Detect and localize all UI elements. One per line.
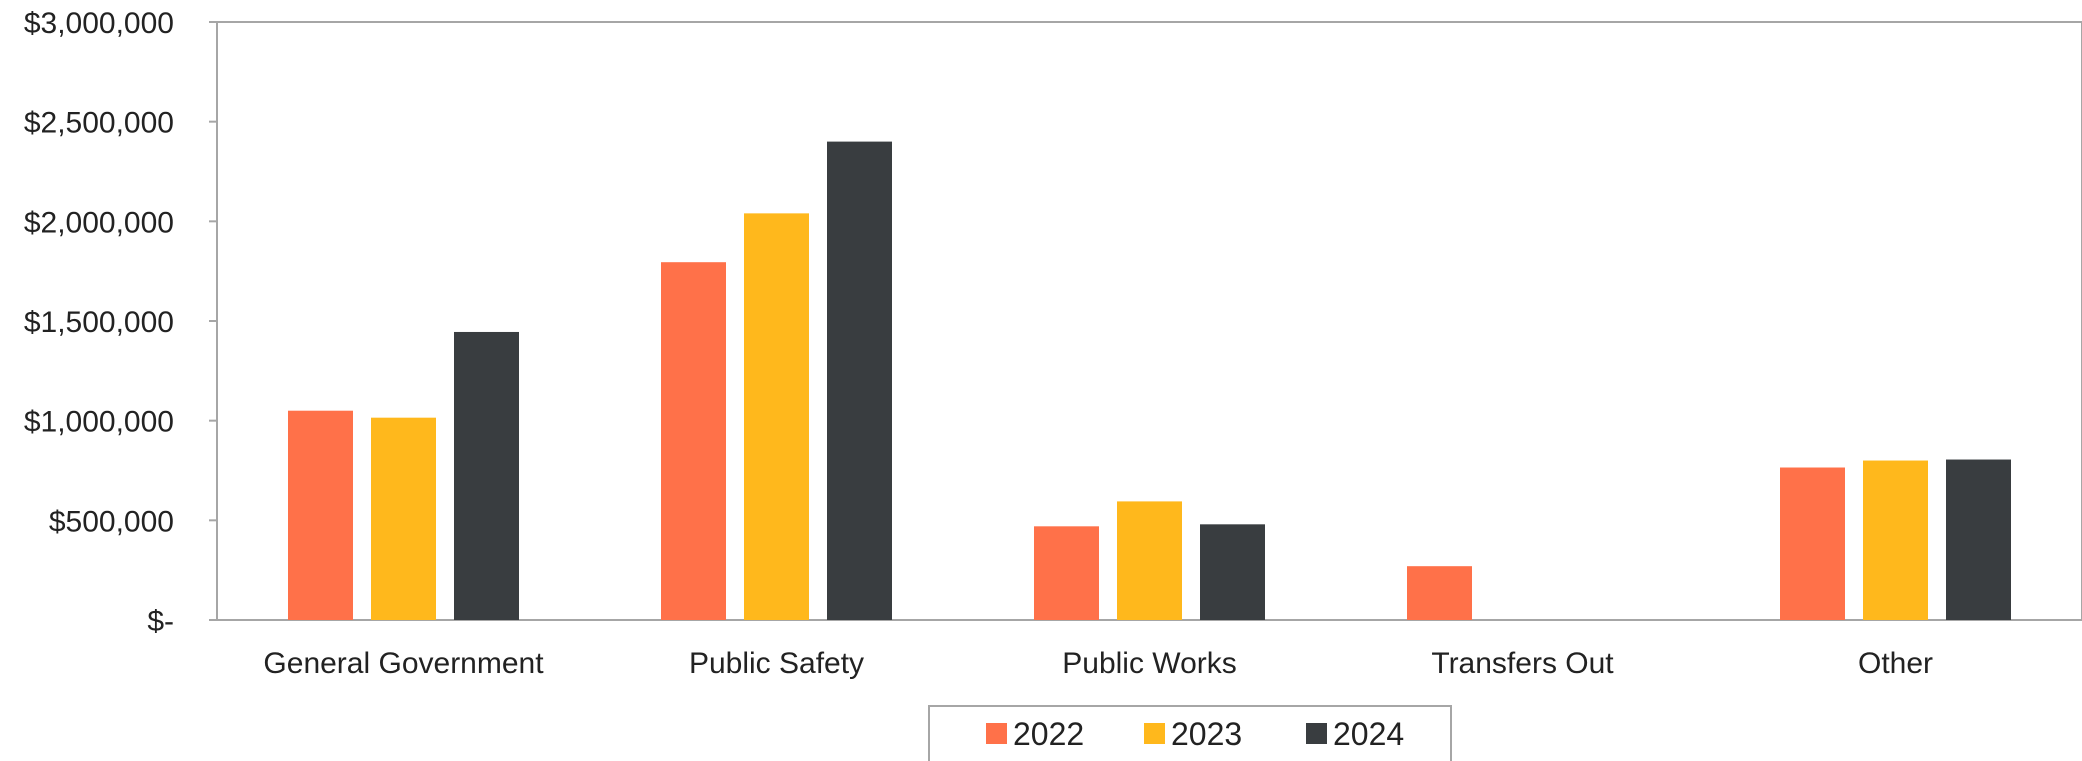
legend-box bbox=[928, 705, 1452, 761]
y-tick-label: $2,500,000 bbox=[24, 107, 174, 140]
y-axis: $- $500,000 $1,000,000 $1,500,000 $2,000,000… bbox=[24, 7, 217, 638]
bar-2022-public-safety bbox=[661, 262, 726, 620]
legend-label-2024: 2024 bbox=[1333, 716, 1404, 752]
x-category-label: General Government bbox=[263, 647, 544, 680]
bar-2024-general-government bbox=[454, 331, 519, 620]
y-tick-label: $1,500,000 bbox=[24, 306, 174, 339]
legend: 2022 2023 2024 bbox=[928, 705, 1452, 761]
legend-swatch-2022 bbox=[986, 723, 1007, 744]
y-tick-label: $- bbox=[147, 605, 174, 638]
bar-2022-other bbox=[1780, 467, 1845, 620]
bar-2022-public-works bbox=[1034, 526, 1099, 620]
bar-2024-other bbox=[1946, 459, 2011, 620]
x-category-label: Public Safety bbox=[689, 647, 864, 680]
legend-label-2022: 2022 bbox=[1013, 716, 1084, 752]
bar-2022-transfers-out bbox=[1407, 566, 1472, 620]
x-category-label: Other bbox=[1858, 647, 1933, 680]
bar-2023-other bbox=[1863, 460, 1928, 620]
legend-swatch-2024 bbox=[1306, 723, 1327, 744]
bar-2023-general-government bbox=[371, 417, 436, 620]
x-category-label: Public Works bbox=[1062, 647, 1237, 680]
x-axis: General Government Public Safety Public Wo… bbox=[263, 647, 1933, 680]
y-tick-label: $500,000 bbox=[49, 505, 174, 538]
bar-2024-public-works bbox=[1200, 524, 1265, 620]
y-tick-label: $1,000,000 bbox=[24, 406, 174, 439]
legend-swatch-2023 bbox=[1144, 723, 1165, 744]
bar-2023-public-works bbox=[1117, 501, 1182, 620]
legend-label-2023: 2023 bbox=[1171, 716, 1242, 752]
bars-group bbox=[288, 141, 2011, 621]
y-tick-label: $2,000,000 bbox=[24, 206, 174, 239]
bar-2023-public-safety bbox=[744, 213, 809, 621]
bar-2024-public-safety bbox=[827, 141, 892, 620]
bar-2022-general-government bbox=[288, 410, 353, 620]
y-tick-label: $3,000,000 bbox=[24, 7, 174, 40]
x-category-label: Transfers Out bbox=[1431, 647, 1614, 680]
